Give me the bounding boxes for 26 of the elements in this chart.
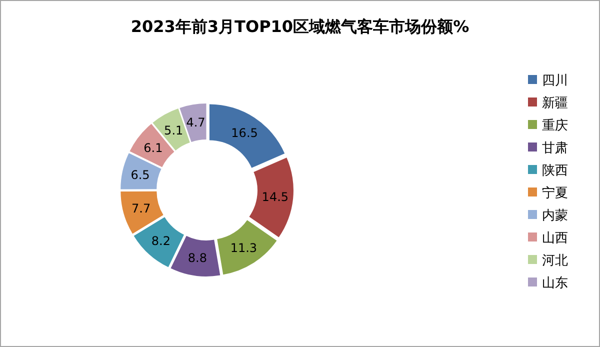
legend-label: 山西: [542, 231, 568, 246]
legend-label: 重庆: [542, 118, 568, 134]
data-label: 5.1: [164, 123, 184, 138]
donut-slice: [134, 217, 184, 268]
donut-slice: [120, 191, 164, 234]
legend-label: 山东: [542, 276, 568, 292]
donut-slice: [120, 153, 162, 190]
data-label: 8.2: [151, 234, 170, 248]
legend-label: 河北: [542, 254, 568, 269]
chart-title: 2023年前3月TOP10区域燃气客车市场份额%: [130, 17, 470, 36]
legend-label: 陕西: [542, 164, 568, 179]
data-label: 7.7: [132, 202, 151, 216]
data-label: 6.1: [144, 140, 163, 155]
legend-label: 甘肃: [542, 141, 568, 156]
legend-label: 新疆: [542, 96, 568, 112]
legend-label: 四川: [542, 74, 568, 89]
data-label: 6.5: [130, 168, 150, 182]
data-label: 14.5: [262, 190, 289, 204]
donut-slice: [170, 236, 220, 276]
legend-label: 宁夏: [542, 185, 568, 202]
donut-slice: [217, 220, 277, 275]
legend-label: 内蒙: [542, 208, 568, 224]
data-label: 8.8: [188, 251, 207, 266]
data-label: 11.3: [230, 241, 258, 256]
data-label: 16.5: [231, 126, 258, 140]
data-label: 4.7: [186, 116, 206, 130]
